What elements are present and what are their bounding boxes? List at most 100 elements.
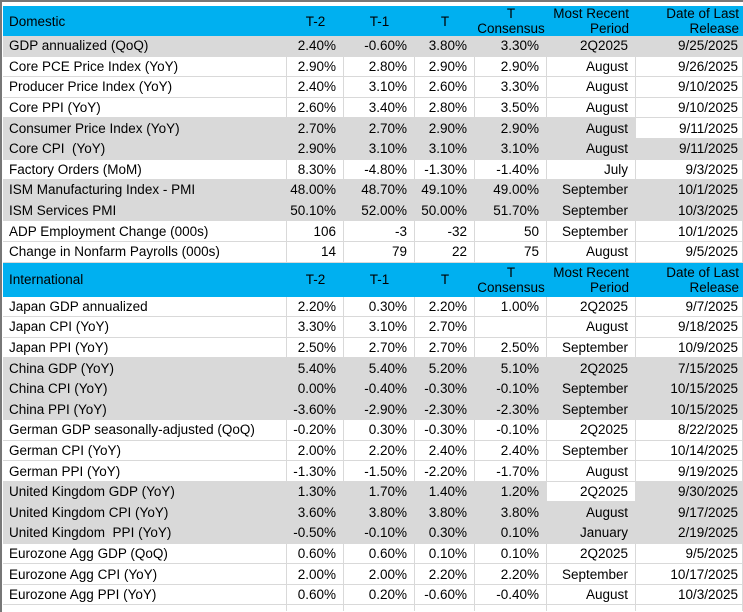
cell-t-2[interactable]: 1.30% — [287, 481, 344, 503]
cell-most-recent-period[interactable]: September — [547, 440, 636, 462]
column-header-date-of-last-release[interactable]: Date of Last Release — [636, 6, 743, 36]
cell-t-consensus[interactable]: 2.20% — [475, 564, 547, 585]
cell-row-label[interactable]: ISM Manufacturing Index - PMI — [3, 180, 287, 201]
cell-t-2[interactable]: 2.20% — [287, 296, 344, 318]
cell-t-consensus[interactable]: 51.70% — [475, 200, 547, 222]
cell-t-2[interactable]: 48.00% — [287, 180, 344, 201]
cell-row-label[interactable]: Japan CPI (YoY) — [3, 317, 287, 338]
cell-row-label[interactable]: Factory Orders (MoM) — [3, 159, 287, 181]
cell-most-recent-period[interactable]: August — [547, 118, 636, 139]
cell-date-of-last-release[interactable]: 9/26/2025 — [636, 56, 743, 78]
cell-row-label[interactable]: Producer Price Index (YoY) — [3, 77, 287, 98]
cell-row-label[interactable]: Eurozone Agg PPI (YoY) — [3, 584, 287, 606]
cell-t[interactable]: 50.00% — [415, 200, 475, 222]
cell-t-2[interactable]: 0.00% — [287, 378, 344, 400]
cell-t[interactable]: 2.90% — [415, 118, 475, 139]
cell-t[interactable]: 2.20% — [415, 564, 475, 585]
cell-most-recent-period[interactable]: September — [547, 337, 636, 359]
cell-date-of-last-release[interactable]: 9/5/2025 — [636, 543, 743, 565]
cell-row-label[interactable]: Core PCE Price Index (YoY) — [3, 56, 287, 78]
cell-t-consensus[interactable]: -1.70% — [475, 461, 547, 482]
cell-row-label[interactable]: Core PPI (YoY) — [3, 97, 287, 119]
cell-t[interactable]: 3.80% — [415, 36, 475, 57]
cell-t-2[interactable]: 2.60% — [287, 97, 344, 119]
cell-t-consensus[interactable]: 3.50% — [475, 97, 547, 119]
cell-t-1[interactable]: 2.70% — [344, 118, 415, 139]
cell-date-of-last-release[interactable]: 9/10/2025 — [636, 97, 743, 119]
cell-t-1[interactable]: 3.80% — [344, 502, 415, 524]
cell-date-of-last-release[interactable]: 8/22/2025 — [636, 420, 743, 441]
cell-most-recent-period[interactable]: August — [547, 461, 636, 482]
cell-t[interactable]: 49.10% — [415, 180, 475, 201]
cell-date-of-last-release[interactable]: 10/15/2025 — [636, 399, 743, 421]
column-header-t-consensus[interactable]: T Consensus — [475, 262, 547, 297]
cell-most-recent-period[interactable]: 2Q2025 — [547, 543, 636, 565]
cell-t[interactable]: -32 — [415, 221, 475, 242]
cell-row-label[interactable]: China PPI (YoY) — [3, 399, 287, 421]
cell-row-label[interactable]: ISM Services PMI — [3, 200, 287, 222]
cell-t[interactable]: 22 — [415, 241, 475, 263]
cell-t-1[interactable]: 52.00% — [344, 200, 415, 222]
cell-most-recent-period[interactable]: 2Q2025 — [547, 358, 636, 379]
cell-t-1[interactable]: 0.30% — [344, 296, 415, 318]
cell-t[interactable]: -0.30% — [415, 420, 475, 441]
cell-most-recent-period[interactable]: September — [547, 221, 636, 242]
cell-t[interactable]: 0.30% — [415, 523, 475, 544]
cell-t[interactable]: 2.40% — [415, 440, 475, 462]
cell-most-recent-period[interactable]: 2Q2025 — [547, 420, 636, 441]
cell-most-recent-period[interactable]: July — [547, 159, 636, 181]
cell-t-consensus[interactable]: 2.90% — [475, 118, 547, 139]
cell-t[interactable]: -2.30% — [415, 399, 475, 421]
cell-t-1[interactable]: 0.60% — [344, 543, 415, 565]
column-header-t-2[interactable]: T-2 — [287, 6, 344, 36]
cell-t-consensus[interactable]: 1.20% — [475, 481, 547, 503]
cell-t-1[interactable]: -4.80% — [344, 159, 415, 181]
column-header-most-recent-period[interactable]: Most Recent Period — [547, 6, 636, 36]
cell-row-label[interactable]: United Kingdom CPI (YoY) — [3, 502, 287, 524]
cell-t-consensus[interactable]: 3.80% — [475, 502, 547, 524]
cell-t-1[interactable]: 3.10% — [344, 317, 415, 338]
cell-t-2[interactable]: 14 — [287, 241, 344, 263]
cell-row-label[interactable]: Change in Nonfarm Payrolls (000s) — [3, 241, 287, 263]
cell-t-2[interactable]: 106 — [287, 221, 344, 242]
cell-t-consensus[interactable]: 2.50% — [475, 337, 547, 359]
cell-t-consensus[interactable] — [475, 317, 547, 338]
cell-date-of-last-release[interactable]: 9/3/2025 — [636, 159, 743, 181]
cell-row-label[interactable]: Japan GDP annualized — [3, 296, 287, 318]
cell-date-of-last-release[interactable]: 9/18/2025 — [636, 317, 743, 338]
cell-t-2[interactable]: 2.00% — [287, 564, 344, 585]
cell-t-consensus[interactable]: -0.10% — [475, 378, 547, 400]
cell-t-2[interactable]: 2.00% — [287, 440, 344, 462]
cell-most-recent-period[interactable]: 2Q2025 — [547, 481, 636, 503]
cell-t-1[interactable]: -1.50% — [344, 461, 415, 482]
cell-date-of-last-release[interactable]: 9/17/2025 — [636, 502, 743, 524]
cell-most-recent-period[interactable]: August — [547, 77, 636, 98]
column-header-t-consensus[interactable]: T Consensus — [475, 6, 547, 36]
cell-t-consensus[interactable]: 2.90% — [475, 56, 547, 78]
cell-t-1[interactable]: -0.10% — [344, 523, 415, 544]
cell-row-label[interactable]: United Kingdom PPI (YoY) — [3, 523, 287, 544]
cell-t-consensus[interactable]: 3.10% — [475, 138, 547, 160]
cell-t[interactable]: -2.20% — [415, 461, 475, 482]
cell-t-2[interactable]: 2.40% — [287, 77, 344, 98]
cell-t-1[interactable]: 3.10% — [344, 77, 415, 98]
cell-t-consensus[interactable]: 2.40% — [475, 440, 547, 462]
cell-date-of-last-release[interactable]: 10/3/2025 — [636, 584, 743, 606]
cell-t[interactable]: 5.20% — [415, 358, 475, 379]
cell-t-consensus[interactable]: 50 — [475, 221, 547, 242]
cell-t-consensus[interactable]: 3.30% — [475, 77, 547, 98]
section-title-cell-international[interactable]: International — [3, 262, 287, 297]
cell-t-1[interactable]: 2.00% — [344, 564, 415, 585]
cell-date-of-last-release[interactable]: 10/15/2025 — [636, 378, 743, 400]
column-header-date-of-last-release[interactable]: Date of Last Release — [636, 262, 743, 297]
cell-t-consensus[interactable]: 1.00% — [475, 296, 547, 318]
cell-row-label[interactable]: United Kingdom GDP (YoY) — [3, 481, 287, 503]
cell-row-label[interactable]: China CPI (YoY) — [3, 378, 287, 400]
cell-row-label[interactable]: Eurozone Agg CPI (YoY) — [3, 564, 287, 585]
cell-t-consensus[interactable]: 5.10% — [475, 358, 547, 379]
cell-t-1[interactable]: 0.30% — [344, 420, 415, 441]
cell-most-recent-period[interactable]: 2Q2025 — [547, 36, 636, 57]
cell-t-1[interactable]: 2.20% — [344, 440, 415, 462]
cell-t-2[interactable]: 5.40% — [287, 358, 344, 379]
column-header-t-1[interactable]: T-1 — [344, 6, 415, 36]
